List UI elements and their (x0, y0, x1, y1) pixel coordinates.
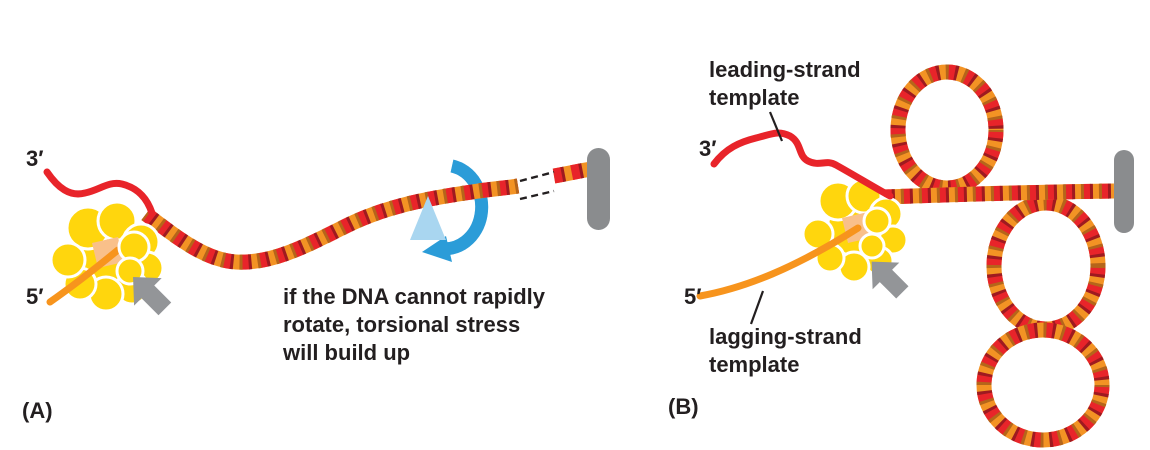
anchor-bar-b-icon (1114, 150, 1134, 233)
panel-a-label: (A) (22, 398, 53, 423)
polymerase-blob-b (696, 177, 909, 300)
lagging-strand-b (696, 224, 862, 300)
panel-b-label: (B) (668, 394, 699, 419)
three-prime-label-b: 3′ (699, 136, 717, 161)
dashed-gap-icon (519, 170, 555, 201)
rotation-arrowheads (410, 196, 452, 262)
anchor-bar-a-icon (587, 148, 610, 230)
five-prime-label-a: 5′ (26, 284, 44, 309)
caption-line-3: will build up (283, 340, 411, 365)
leading-strand-template-label: leading-strand template (709, 57, 861, 110)
supercoil-loop-top (898, 72, 996, 188)
caption-line-1: if the DNA cannot rapidly (283, 284, 545, 309)
leading-strand-b (710, 129, 894, 200)
five-prime-label-b: 5′ (684, 284, 702, 309)
lagging-strand-pointer-line (749, 290, 765, 325)
dna-helix-b (884, 191, 1114, 197)
dna-helix-a (146, 169, 591, 262)
caption-line-2: rotate, torsional stress (283, 312, 521, 337)
leading-strand-pointer-line (768, 111, 784, 142)
polymerase-blob-a (46, 200, 165, 313)
torsional-stress-caption: if the DNA cannot rapidly rotate, torsio… (283, 283, 545, 367)
lagging-strand-template-label: lagging-strand template (709, 324, 862, 377)
three-prime-label-a: 3′ (26, 146, 44, 171)
rotation-arrow-icon (436, 159, 489, 256)
lagging-strand-a (46, 246, 122, 306)
supercoil-figure-eight (984, 203, 1102, 440)
leading-strand-a (43, 168, 156, 217)
